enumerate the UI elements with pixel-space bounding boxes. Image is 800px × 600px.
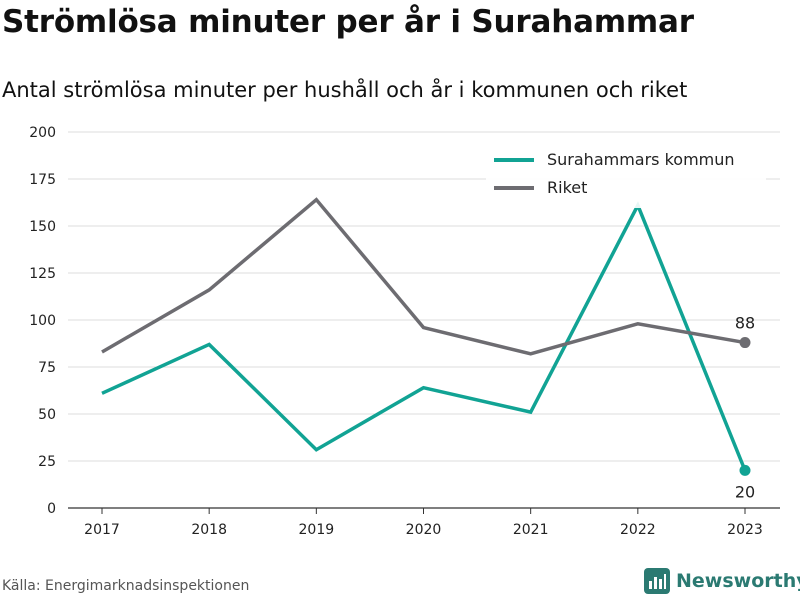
- data-label-kommun-2023: 20: [735, 482, 755, 501]
- x-tick-label: 2023: [727, 522, 763, 538]
- chart-subtitle: Antal strömlösa minuter per hushåll och …: [2, 78, 688, 102]
- legend-label: Riket: [547, 178, 587, 197]
- legend-background: [486, 146, 766, 208]
- x-tick-label: 2017: [84, 522, 120, 538]
- y-tick-label: 0: [47, 501, 56, 517]
- series-line-kommun: [101, 201, 747, 472]
- x-tick-label: 2020: [406, 522, 442, 538]
- source-note: Källa: Energimarknadsinspektionen: [2, 578, 250, 594]
- brand-logo: Newsworthy: [644, 568, 800, 594]
- series-line-riket: [101, 197, 746, 356]
- legend: Surahammars kommun Riket: [486, 146, 766, 208]
- y-tick-label: 150: [29, 219, 56, 235]
- bar-chart-logo-icon: [644, 568, 670, 594]
- end-point-marker: [739, 464, 751, 476]
- y-tick-label: 100: [29, 313, 56, 329]
- chart-title: Strömlösa minuter per år i Surahammar: [2, 4, 694, 40]
- y-tick-label: 75: [38, 360, 56, 376]
- x-tick-label: 2019: [299, 522, 335, 538]
- y-tick-label: 175: [29, 172, 56, 188]
- x-tick-label: 2022: [620, 522, 656, 538]
- x-tick-label: 2021: [513, 522, 549, 538]
- y-tick-label: 125: [29, 266, 56, 282]
- y-tick-label: 25: [38, 454, 56, 470]
- x-tick-label: 2018: [191, 522, 227, 538]
- end-point-marker: [739, 337, 751, 349]
- data-label-riket-2023: 88: [735, 314, 755, 333]
- y-tick-label: 200: [29, 125, 56, 141]
- y-tick-label: 50: [38, 407, 56, 423]
- brand-name: Newsworthy: [676, 570, 800, 592]
- legend-label: Surahammars kommun: [547, 150, 735, 169]
